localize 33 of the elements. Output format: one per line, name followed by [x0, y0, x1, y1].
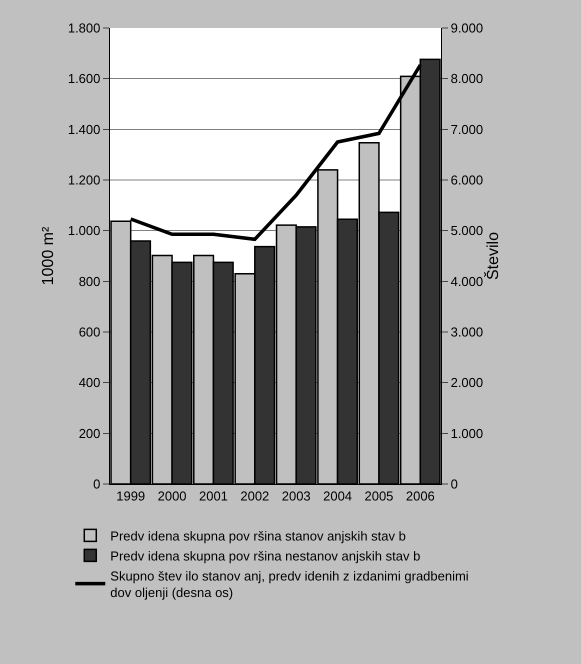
- y2-tick-label: 3.000: [450, 324, 484, 340]
- y-tick-label: 1.200: [68, 172, 100, 188]
- x-tick-label: 2001: [198, 488, 228, 504]
- y-tick-label: 600: [78, 324, 100, 340]
- x-tick-label: 2002: [240, 488, 270, 504]
- x-tick-label: 2000: [158, 488, 187, 504]
- y-tick-label: 1.400: [68, 122, 100, 137]
- y2-tick-label: 5.000: [450, 223, 484, 238]
- y-tick-label: 1.600: [68, 71, 100, 86]
- y2-tick-label: 2.000: [450, 375, 484, 390]
- y2-tick-label: 6.000: [450, 172, 484, 188]
- y2-tick-label: 9.000: [450, 20, 484, 36]
- y-tick-label: 1.000: [68, 223, 100, 238]
- y-axis-title: 1000 m²: [40, 226, 57, 286]
- x-tick-label: 2003: [282, 488, 311, 504]
- legend-label: Predv idena skupna pov ršina stanov anjskih stav b: [110, 528, 406, 544]
- x-tick-label: 2005: [364, 488, 394, 504]
- legend-label: Skupno štev ilo stanov anj, predv idenih z izdanimi gradbenimi dov oljenji (desna os): [110, 568, 469, 600]
- y-tick-label: 800: [78, 274, 100, 289]
- x-tick-label: 2004: [323, 488, 352, 504]
- y-tick-label: 0: [93, 476, 100, 492]
- x-tick-label: 1999: [116, 488, 146, 504]
- y-tick-label: 200: [78, 426, 100, 441]
- y-tick-label: 400: [78, 375, 100, 390]
- x-tick-label: 2006: [406, 488, 435, 504]
- y2-tick-label: 7.000: [450, 122, 484, 137]
- y2-tick-label: 8.000: [450, 71, 484, 86]
- y2-tick-label: 0: [450, 476, 458, 492]
- y-tick-label: 1.800: [68, 20, 100, 36]
- legend-label: Predv idena skupna pov ršina nestanov anjskih stav b: [110, 548, 420, 564]
- y2-tick-label: 4.000: [450, 274, 484, 289]
- y2-tick-label: 1.000: [450, 426, 484, 441]
- y2-axis-title: Število: [484, 232, 502, 280]
